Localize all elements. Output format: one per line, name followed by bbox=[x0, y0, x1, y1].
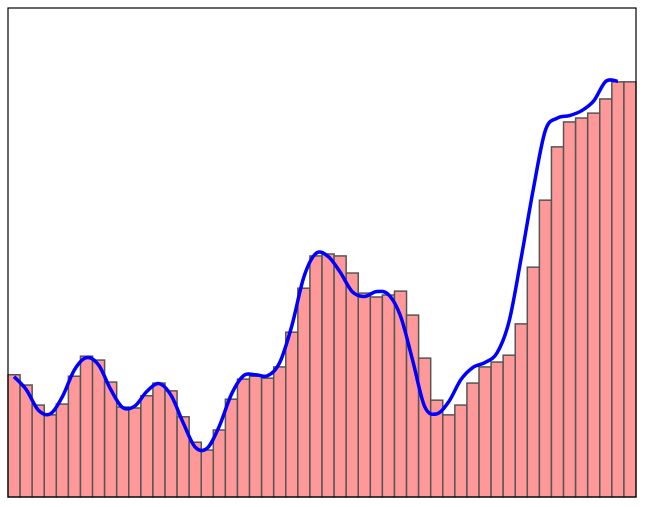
bar bbox=[345, 272, 359, 498]
bar bbox=[611, 81, 625, 498]
bar bbox=[538, 199, 553, 498]
bar bbox=[236, 378, 251, 498]
bar bbox=[369, 296, 384, 498]
bar bbox=[212, 429, 227, 498]
bar bbox=[152, 382, 166, 498]
bar bbox=[115, 406, 130, 498]
bar bbox=[224, 398, 239, 498]
bar bbox=[128, 407, 142, 498]
plot-frame bbox=[7, 7, 637, 498]
bar bbox=[357, 292, 372, 498]
bar bbox=[562, 121, 577, 498]
bar bbox=[297, 287, 311, 498]
bar bbox=[321, 253, 335, 498]
bar bbox=[381, 294, 396, 498]
bar bbox=[478, 366, 492, 498]
bar bbox=[43, 414, 58, 498]
bar bbox=[285, 331, 299, 498]
bar bbox=[550, 146, 565, 498]
bar bbox=[333, 255, 347, 498]
bar bbox=[248, 375, 263, 498]
bar bbox=[466, 382, 480, 498]
bar bbox=[260, 377, 275, 498]
bar bbox=[79, 355, 94, 498]
bar bbox=[31, 404, 45, 498]
bar bbox=[55, 403, 70, 498]
bar bbox=[502, 354, 516, 498]
bar bbox=[574, 117, 589, 498]
bar bbox=[514, 323, 529, 498]
bar bbox=[623, 81, 637, 498]
bar bbox=[309, 255, 323, 498]
bar bbox=[417, 357, 432, 498]
bar bbox=[526, 266, 541, 498]
bar bbox=[599, 98, 613, 498]
bar bbox=[67, 375, 82, 498]
bar bbox=[91, 359, 106, 498]
bar bbox=[140, 395, 154, 498]
bar bbox=[393, 290, 408, 498]
line bbox=[12, 78, 619, 453]
bar bbox=[454, 404, 468, 498]
bar bbox=[272, 366, 287, 498]
bar bbox=[442, 414, 456, 498]
bar bbox=[7, 374, 21, 498]
bar bbox=[19, 384, 33, 498]
bar bbox=[586, 112, 601, 498]
bar bbox=[490, 361, 504, 498]
bar bbox=[200, 449, 215, 498]
